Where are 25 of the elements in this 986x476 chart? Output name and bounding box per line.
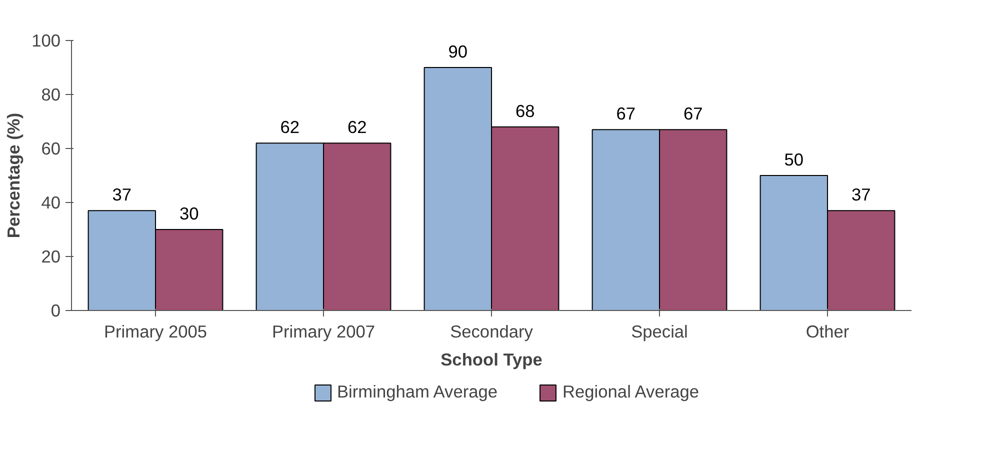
data-label: 37 <box>112 184 132 205</box>
data-label: 68 <box>515 100 535 121</box>
data-label: 67 <box>616 104 636 124</box>
x-tick-label: Primary 2007 <box>272 322 376 342</box>
x-tick-label: Primary 2005 <box>104 322 208 342</box>
y-tick-label: 40 <box>41 192 61 212</box>
x-tick-label: Other <box>806 322 850 342</box>
x-tick-label: Special <box>631 322 688 342</box>
x-tick-label: Secondary <box>450 322 534 342</box>
data-label: 50 <box>784 150 804 170</box>
x-axis-title: School Type <box>440 350 543 370</box>
y-axis-title: Percentage (%) <box>4 112 24 238</box>
legend-label: Regional Average <box>562 382 700 402</box>
data-label: 90 <box>448 42 468 62</box>
legend-label: Birmingham Average <box>336 382 498 402</box>
data-label: 62 <box>347 117 367 138</box>
data-label: 30 <box>179 204 199 224</box>
y-tick-label: 60 <box>41 138 61 158</box>
data-label: 37 <box>851 184 871 205</box>
data-label: 62 <box>280 117 300 138</box>
y-tick-label: 100 <box>32 30 61 50</box>
data-label: 67 <box>683 104 703 124</box>
y-tick-label: 80 <box>41 84 61 104</box>
y-tick-label: 0 <box>50 300 61 320</box>
y-tick-label: 20 <box>41 246 61 266</box>
